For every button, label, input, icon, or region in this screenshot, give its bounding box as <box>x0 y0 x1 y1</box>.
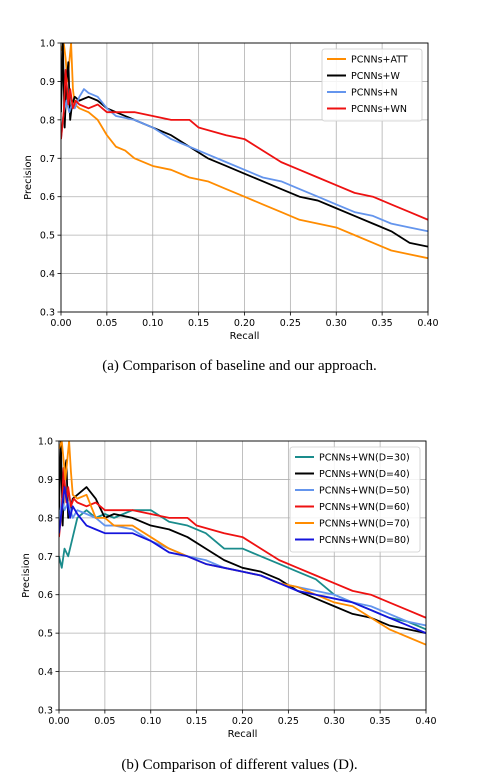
chart-b-xtick-label: 0.05 <box>94 716 115 727</box>
chart-b-series-line-3 <box>59 467 426 619</box>
chart-a-xtick-label: 0.25 <box>280 318 301 329</box>
chart-b-xtick-label: 0.35 <box>370 716 391 727</box>
chart-a-axes-frame <box>60 42 429 313</box>
caption-a: (a) Comparison of baseline and our appro… <box>102 358 377 374</box>
chart-b-series-line-5 <box>59 486 426 634</box>
chart-b-xtick-label: 0.15 <box>186 716 207 727</box>
chart-a-xtick-label: 0.35 <box>372 318 393 329</box>
chart-a-ytick-label: 0.8 <box>40 115 55 126</box>
chart-a-legend-label-2: PCNNs+N <box>351 88 398 99</box>
chart-a-xtick-label: 0.00 <box>50 318 71 329</box>
chart-a-xtick-label: 0.15 <box>188 318 209 329</box>
chart-a-ytick-label: 0.7 <box>40 154 55 165</box>
chart-b-axes-frame <box>58 440 427 711</box>
chart-b-ytick-label: 0.4 <box>38 667 53 678</box>
chart-a-xtick-label: 0.40 <box>417 318 438 329</box>
chart-b-xtick-label: 0.00 <box>48 716 69 727</box>
chart-a-xtick-label: 0.10 <box>142 318 163 329</box>
chart-a-legend-label-0: PCNNs+ATT <box>351 55 408 66</box>
chart-a-ytick-label: 0.5 <box>40 231 55 242</box>
chart-b-legend-box <box>289 446 421 553</box>
chart-a-legend-label-1: PCNNs+W <box>351 71 400 82</box>
chart-a-xtick-label: 0.20 <box>234 318 255 329</box>
chart-b-ytick-label: 1.0 <box>38 437 53 448</box>
chart-a-series-line-0 <box>61 43 428 260</box>
chart-b-xtick-label: 0.40 <box>415 716 436 727</box>
chart-a-legend-label-3: PCNNs+WN <box>351 104 407 115</box>
chart-b-ytick-label: 0.8 <box>38 513 53 524</box>
chart-a-xlabel: Recall <box>230 331 260 342</box>
chart-b-xtick-label: 0.10 <box>140 716 161 727</box>
chart-b-legend-label-5: PCNNs+WN(D=80) <box>319 535 410 546</box>
chart-b-series-line-4 <box>59 441 426 646</box>
chart-b-legend-label-4: PCNNs+WN(D=70) <box>319 519 410 530</box>
chart-b-ytick-label: 0.5 <box>38 629 53 640</box>
caption-b: (b) Comparison of different values (D). <box>121 757 358 773</box>
chart-a-ylabel: Precision <box>23 155 34 200</box>
chart-a-xtick-label: 0.30 <box>326 318 347 329</box>
chart-b-ylabel: Precision <box>21 553 32 598</box>
chart-b-xtick-label: 0.30 <box>324 716 345 727</box>
chart-a-ytick-label: 0.4 <box>40 269 55 280</box>
chart-b-legend-label-1: PCNNs+WN(D=40) <box>319 469 410 480</box>
chart-b-legend-label-2: PCNNs+WN(D=50) <box>319 486 410 497</box>
chart-a-ytick-label: 1.0 <box>40 39 55 50</box>
chart-b-series-group <box>59 441 426 646</box>
chart-b-ytick-label: 0.6 <box>38 590 53 601</box>
chart-b-xtick-label: 0.20 <box>232 716 253 727</box>
chart-b-legend-label-3: PCNNs+WN(D=60) <box>319 502 410 513</box>
chart-b-ytick-label: 0.3 <box>38 706 53 717</box>
chart-a-series-line-3 <box>61 69 428 221</box>
chart-a-ytick-label: 0.6 <box>40 192 55 203</box>
chart-b-xlabel: Recall <box>228 729 258 740</box>
chart-a-series-group <box>61 43 428 260</box>
chart-b-ytick-label: 0.7 <box>38 552 53 563</box>
chart-a-xtick-label: 0.05 <box>96 318 117 329</box>
chart-b-legend: PCNNs+WN(D=30) PCNNs+WN(D=40) PCNNs+WN(D=5… <box>289 446 421 553</box>
chart-a-legend-box <box>321 48 423 122</box>
chart-a-legend: PCNNs+ATT PCNNs+W PCNNs+N PCNNs+WN <box>321 48 423 122</box>
chart-a-ytick-label: 0.3 <box>40 308 55 319</box>
chart-a-ytick-label: 0.9 <box>40 77 55 88</box>
chart-b-xtick-label: 0.25 <box>278 716 299 727</box>
chart-a: 0.00 0.05 0.10 0.15 0.20 0.25 0.30 0.35 0.40 0.3 0… <box>23 39 439 343</box>
chart-b-legend-label-0: PCNNs+WN(D=30) <box>319 453 410 464</box>
chart-b: 0.00 0.05 0.10 0.15 0.20 0.25 0.30 0.35 0.40 0.3 0… <box>21 437 437 741</box>
chart-b-ytick-label: 0.9 <box>38 475 53 486</box>
